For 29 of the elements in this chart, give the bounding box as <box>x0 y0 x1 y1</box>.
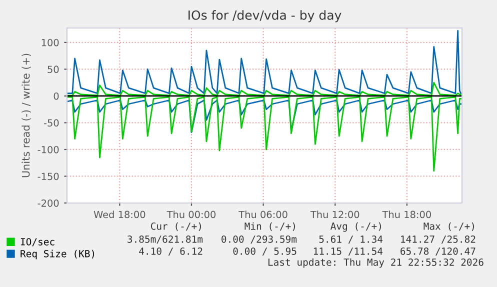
text: Last update: Thu May 21 22:55:32 2026 <box>268 258 484 268</box>
x-tick-label: Wed 18:00 <box>94 210 146 218</box>
y-tick-label: -200 <box>38 199 59 207</box>
y-tick-label: -150 <box>38 172 59 180</box>
text: 11.15 /11.54 <box>314 248 383 256</box>
x-tick-label: Thu 18:00 <box>382 210 431 218</box>
text: 0.00 / 5.95 <box>233 247 296 256</box>
text: Min (-/+) <box>244 222 295 231</box>
x-tick-label: Thu 12:00 <box>310 210 360 218</box>
text: 65.78 /120.47 <box>400 247 476 256</box>
text: 5.61 / 1.34 <box>319 235 383 244</box>
text: 141.27 /25.82 <box>401 235 476 244</box>
legend-label: IO/sec <box>20 238 54 246</box>
legend-label: Req Size (KB) <box>20 250 94 260</box>
x-tick-label: Thu 06:00 <box>238 210 288 218</box>
y-tick-label: 100 <box>42 38 59 46</box>
x-tick-label: Thu 00:00 <box>166 210 216 218</box>
y-tick-label: 50 <box>48 66 59 74</box>
text: 4.10 / 6.12 <box>139 247 202 256</box>
y-tick-label: -100 <box>38 146 59 154</box>
chart-title: IOs for /dev/vda - by day <box>188 10 342 22</box>
text: 3.85m/621.81m <box>128 235 203 244</box>
text: Avg (-/+) <box>330 222 381 232</box>
y-tick-label: -50 <box>44 119 59 127</box>
text: Cur (-/+) <box>150 222 201 231</box>
y-axis-title: Units read (-) / write (+) <box>22 54 31 178</box>
y-tick-label: 0 <box>54 92 59 100</box>
text: 0.00 /293.59m <box>222 235 297 244</box>
text: Max (-/+) <box>424 222 474 231</box>
